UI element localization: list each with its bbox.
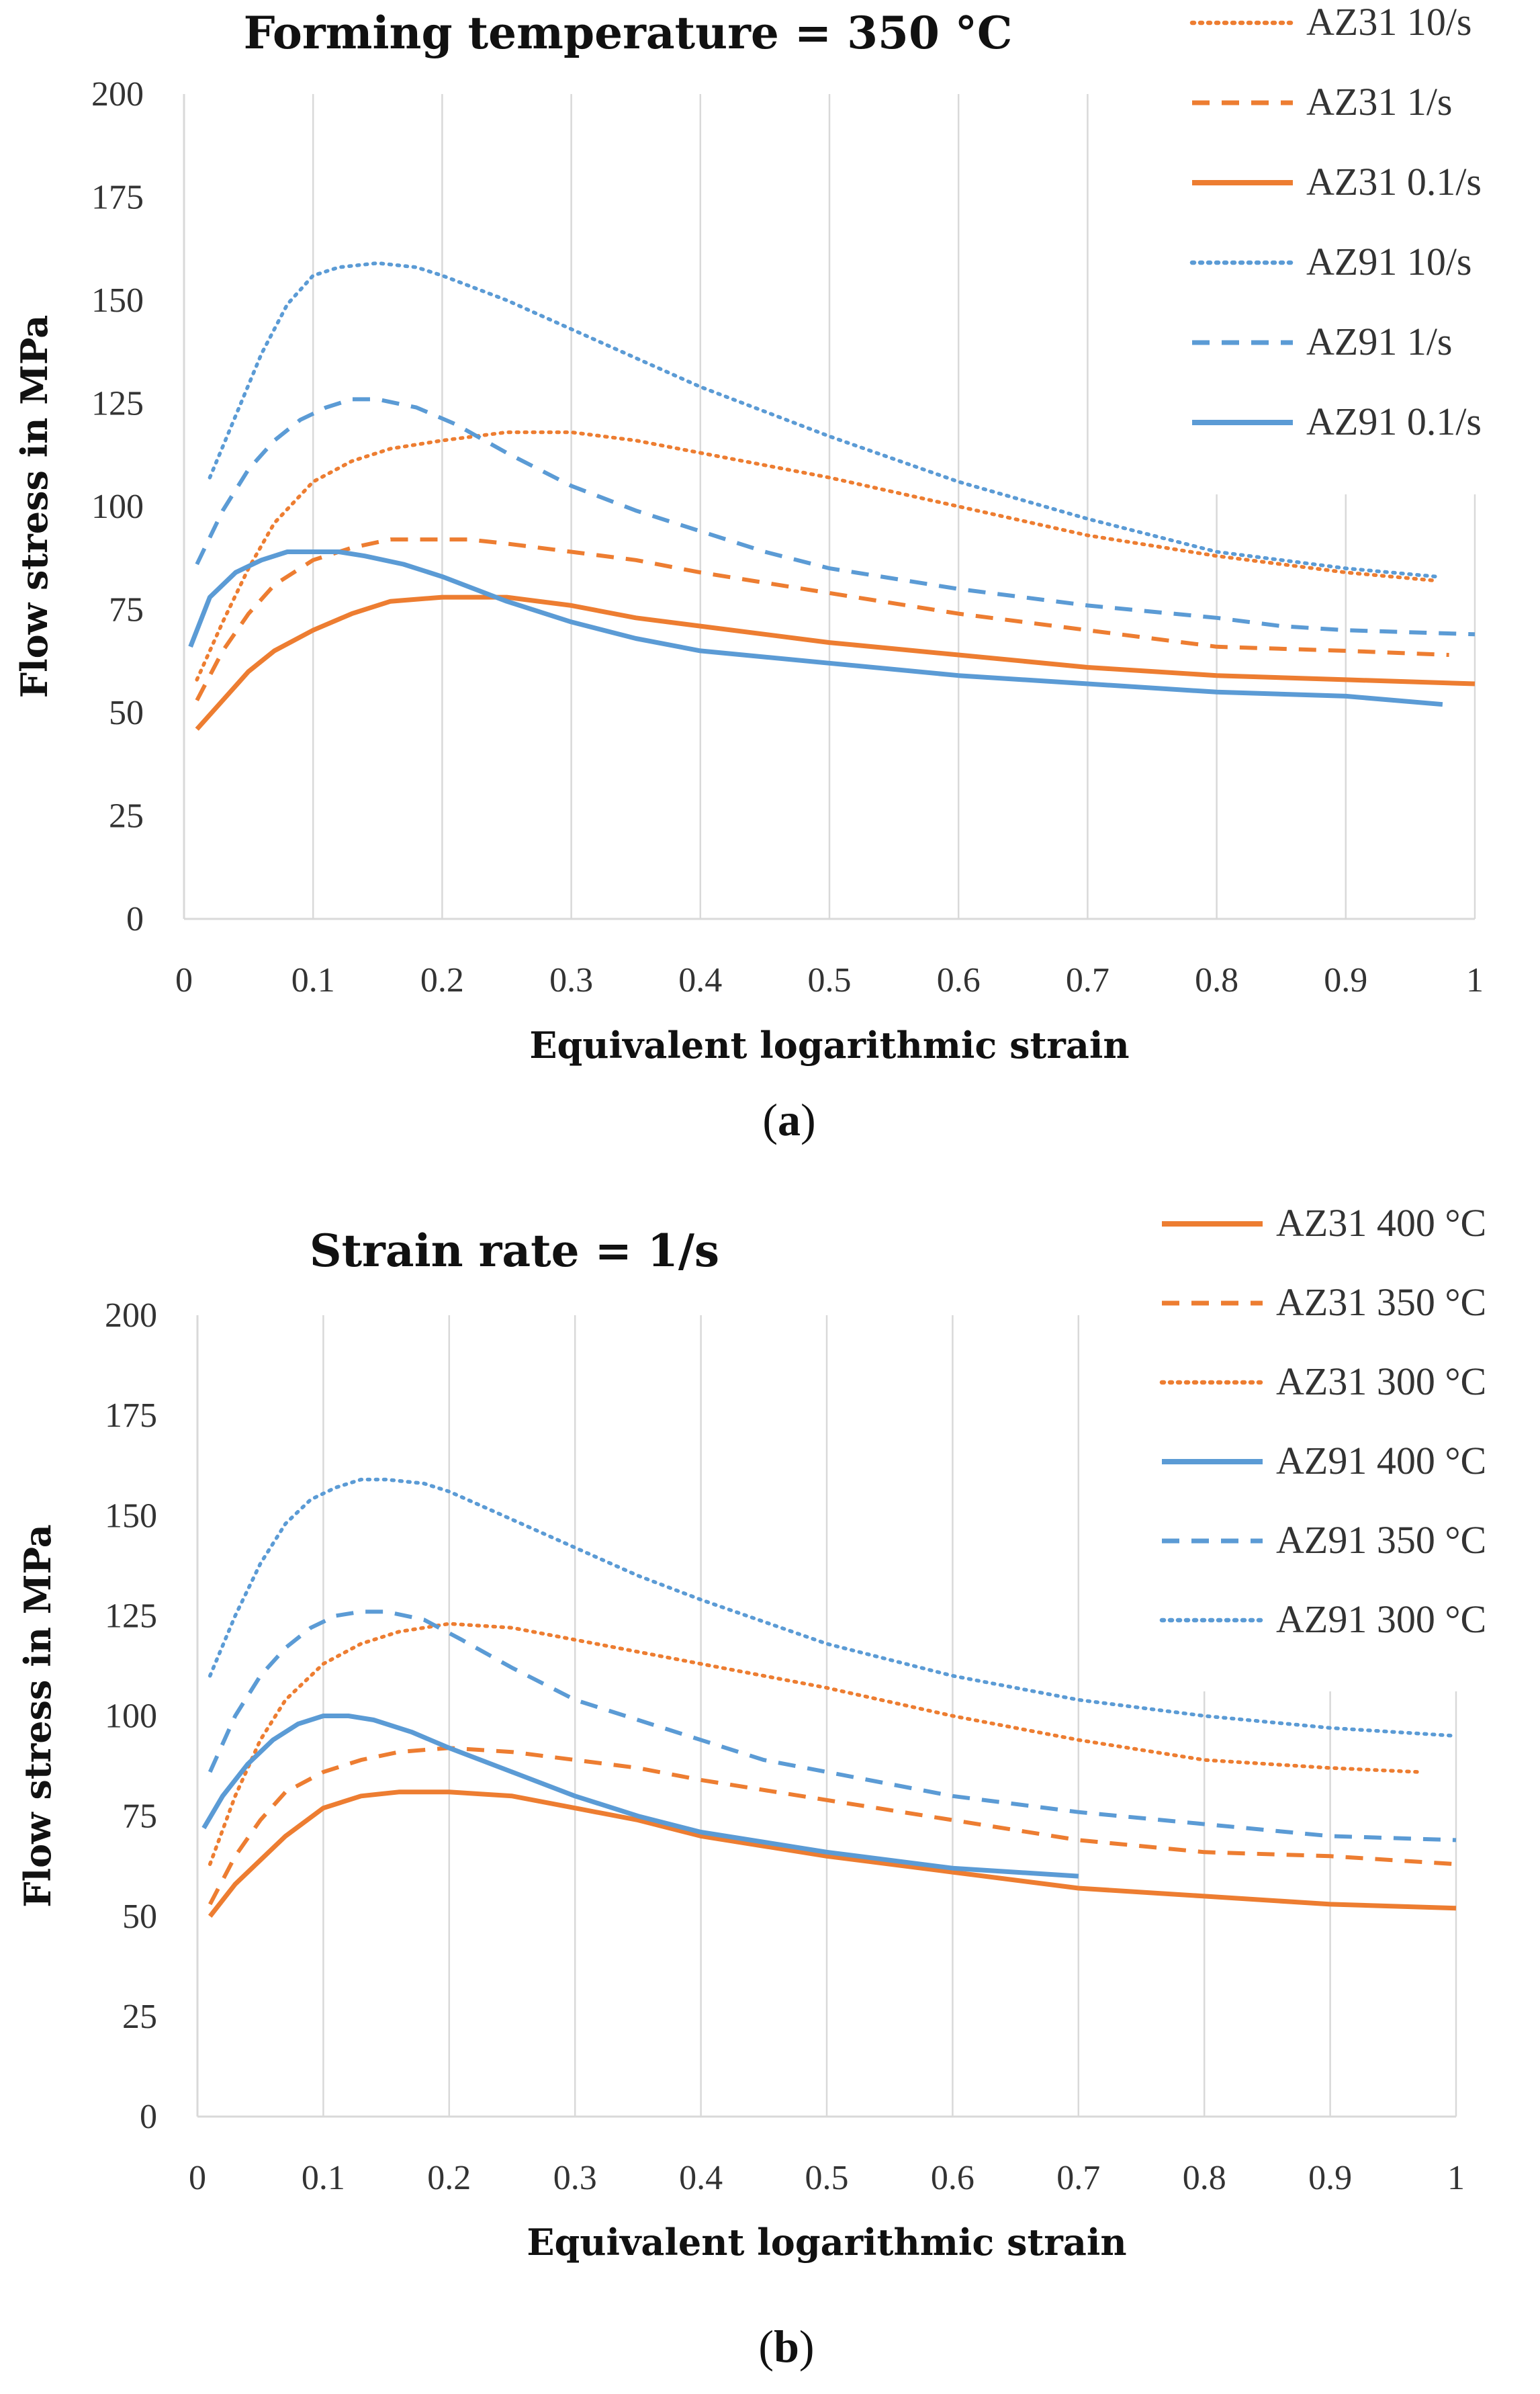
series-line-az91-10-s xyxy=(208,261,1439,579)
chart-panel-a: Forming temperature = 350 °C 0 0.1 0.2 0.3 0.… xyxy=(13,0,1540,1145)
x-tick-label: 0.4 xyxy=(679,2159,723,2197)
y-tick-label: 0 xyxy=(126,900,144,938)
y-axis-label: Flow stress in MPa xyxy=(13,315,56,698)
legend-label: AZ31 350 °C xyxy=(1276,1280,1486,1324)
series-line-az91-350-c xyxy=(208,1609,1457,1843)
y-tick-label: 175 xyxy=(91,179,144,217)
y-tick-label: 100 xyxy=(105,1697,157,1736)
series-line-az31-0-1-s xyxy=(195,594,1476,731)
y-tick-label: 100 xyxy=(91,488,144,526)
y-tick-label: 50 xyxy=(109,694,144,732)
y-tick-label: 125 xyxy=(105,1597,157,1635)
y-tick-label: 125 xyxy=(91,385,144,423)
x-tick-label: 0.1 xyxy=(302,2159,345,2197)
y-tick-label: 75 xyxy=(109,591,144,629)
legend-label: AZ31 0.1/s xyxy=(1306,160,1482,204)
x-tick-label: 0.7 xyxy=(1066,961,1109,1000)
legend-background xyxy=(1142,1189,1540,1691)
y-tick-label: 200 xyxy=(105,1296,157,1335)
panel-caption: (a) xyxy=(762,1094,815,1145)
panel-caption: (b) xyxy=(758,2321,814,2372)
legend: AZ31 400 °C AZ31 350 °C AZ31 300 °C AZ91 40… xyxy=(1142,1189,1540,1691)
y-axis-label: Flow stress in MPa xyxy=(16,1524,59,1907)
series-line-az91-1-s xyxy=(195,397,1476,637)
x-tick-label: 0 xyxy=(175,961,193,1000)
series-line-az31-300-c xyxy=(208,1622,1420,1866)
x-tick-label: 0 xyxy=(189,2159,206,2197)
x-tick-label: 0.7 xyxy=(1056,2159,1100,2197)
y-tick-label: 25 xyxy=(122,1998,157,2036)
x-tick-label: 1 xyxy=(1466,961,1484,1000)
y-tick-label: 150 xyxy=(105,1497,157,1535)
series-line-az91-400-c xyxy=(201,1714,1079,1879)
chart-panel-b: Strain rate = 1/s 0 0.1 0.2 0.3 0.4 0.5 0.6 0.7 0… xyxy=(16,1189,1540,2372)
legend-label: AZ91 400 °C xyxy=(1276,1439,1486,1482)
y-tick-label: 150 xyxy=(91,281,144,320)
x-tick-label: 0.2 xyxy=(427,2159,471,2197)
legend-label: AZ91 10/s xyxy=(1306,240,1472,283)
x-tick-label: 0.2 xyxy=(420,961,464,1000)
series-line-az31-10-s xyxy=(195,430,1439,682)
y-tick-label: 0 xyxy=(140,2098,157,2136)
x-tick-label: 0.5 xyxy=(805,2159,849,2197)
legend-label: AZ91 300 °C xyxy=(1276,1597,1486,1641)
series-line-az91-300-c xyxy=(208,1477,1458,1738)
legend: AZ31 10/s AZ31 1/s AZ31 0.1/s AZ91 10/s AZ91… xyxy=(1172,0,1540,494)
legend-label: AZ91 1/s xyxy=(1306,320,1453,363)
x-tick-label: 0.6 xyxy=(931,2159,975,2197)
series-line-az31-400-c xyxy=(208,1789,1457,1918)
x-tick-label: 0.4 xyxy=(678,961,722,1000)
x-tick-label: 0.3 xyxy=(549,961,593,1000)
x-axis-label: Equivalent logarithmic strain xyxy=(529,1024,1129,1067)
legend-label: AZ91 350 °C xyxy=(1276,1518,1486,1562)
legend-label: AZ31 400 °C xyxy=(1276,1201,1486,1245)
legend-background xyxy=(1172,0,1540,494)
y-tick-label: 50 xyxy=(122,1898,157,1936)
x-tick-label: 0.9 xyxy=(1324,961,1367,1000)
x-tick-label: 0.8 xyxy=(1195,961,1238,1000)
x-tick-label: 0.3 xyxy=(553,2159,597,2197)
legend-label: AZ31 1/s xyxy=(1306,80,1453,124)
y-tick-label: 75 xyxy=(122,1798,157,1836)
legend-label: AZ31 300 °C xyxy=(1276,1360,1486,1403)
legend-label: AZ31 10/s xyxy=(1306,0,1472,44)
series-line-az31-350-c xyxy=(208,1746,1457,1906)
y-tick-label: 25 xyxy=(109,797,144,836)
x-axis-label: Equivalent logarithmic strain xyxy=(527,2221,1126,2264)
series-line-az91-0-1-s xyxy=(188,549,1443,707)
legend-label: AZ91 0.1/s xyxy=(1306,400,1482,443)
x-tick-label: 1 xyxy=(1447,2159,1465,2197)
y-tick-label: 200 xyxy=(91,75,144,114)
chart-title: Forming temperature = 350 °C xyxy=(244,7,1013,59)
x-tick-label: 0.6 xyxy=(937,961,981,1000)
x-tick-label: 0.1 xyxy=(291,961,335,1000)
y-tick-label: 175 xyxy=(105,1396,157,1435)
x-tick-label: 0.5 xyxy=(808,961,852,1000)
chart-title: Strain rate = 1/s xyxy=(310,1225,719,1277)
x-tick-label: 0.8 xyxy=(1183,2159,1226,2197)
x-tick-label: 0.9 xyxy=(1308,2159,1352,2197)
